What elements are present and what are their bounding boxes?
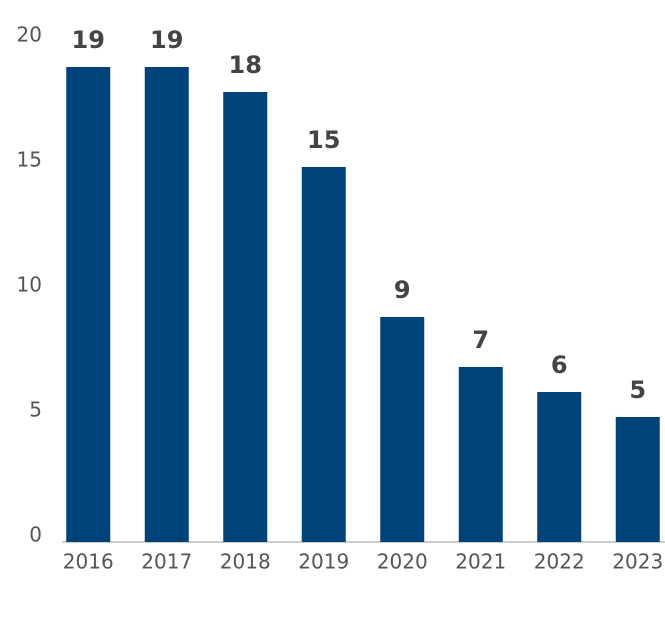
y-tick-label: 10 [17, 273, 42, 297]
value-label: 18 [229, 51, 262, 79]
x-tick-label: 2016 [63, 550, 114, 574]
x-tick-label: 2017 [141, 550, 192, 574]
x-tick-label: 2022 [534, 550, 585, 574]
value-label: 5 [629, 376, 646, 404]
value-label: 19 [150, 26, 183, 54]
bar [66, 67, 111, 542]
x-tick-label: 2021 [455, 550, 506, 574]
bar [223, 92, 268, 542]
value-label: 7 [472, 326, 489, 354]
bar [615, 417, 660, 542]
y-tick-label: 0 [29, 523, 42, 547]
x-tick-label: 2020 [377, 550, 428, 574]
x-tick-label: 2018 [220, 550, 271, 574]
y-tick-label: 20 [17, 23, 42, 47]
value-label: 19 [72, 26, 105, 54]
value-label: 15 [307, 126, 340, 154]
y-tick-label: 15 [17, 148, 42, 172]
bar [301, 167, 346, 542]
bar [380, 317, 425, 542]
value-label: 6 [551, 351, 568, 379]
bar [537, 392, 582, 542]
bar [458, 367, 503, 542]
bar [144, 67, 189, 542]
x-tick-label: 2023 [612, 550, 663, 574]
x-tick-label: 2019 [298, 550, 349, 574]
y-tick-label: 5 [29, 398, 42, 422]
value-label: 9 [394, 276, 411, 304]
